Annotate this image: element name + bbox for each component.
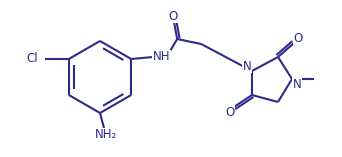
- Text: O: O: [169, 10, 178, 22]
- Text: O: O: [293, 32, 303, 44]
- Text: Cl: Cl: [26, 52, 38, 65]
- Text: NH: NH: [153, 51, 170, 63]
- Text: N: N: [293, 78, 301, 90]
- Text: N: N: [242, 60, 251, 73]
- Text: O: O: [225, 106, 235, 119]
- Text: NH₂: NH₂: [95, 128, 117, 141]
